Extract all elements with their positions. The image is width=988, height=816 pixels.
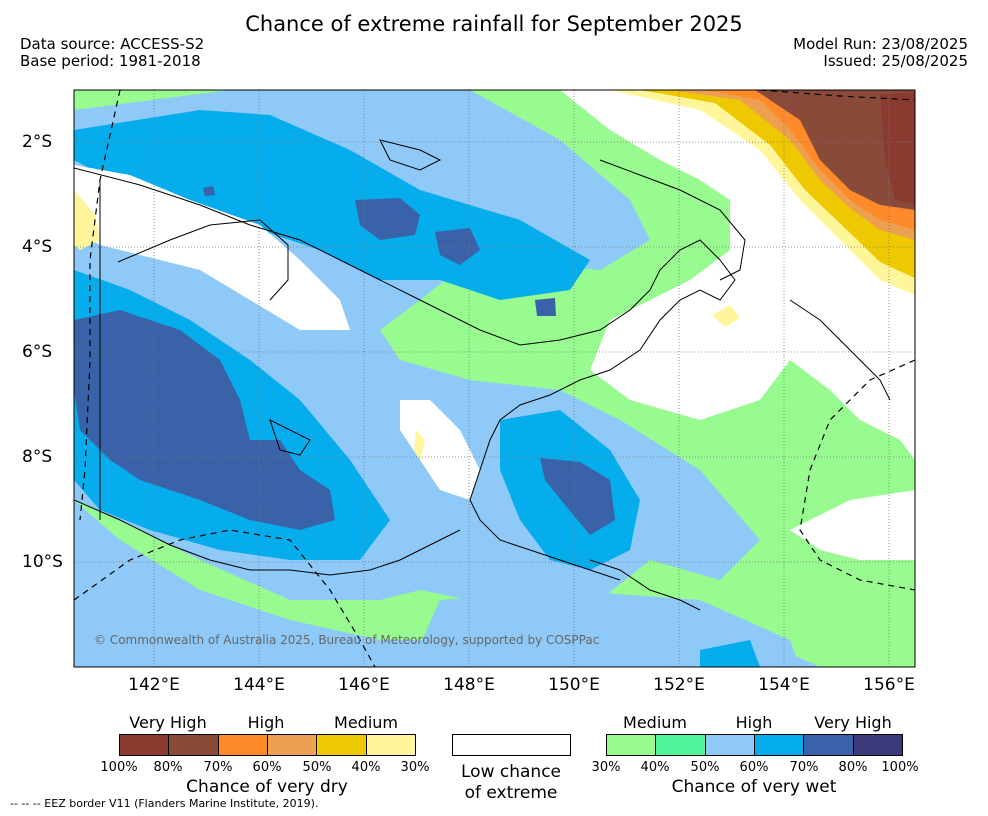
dry-colorbar bbox=[119, 734, 416, 756]
wet-legend-title: Chance of very wet bbox=[671, 777, 837, 797]
wet-tick: 40% bbox=[640, 760, 670, 775]
dry-very-high-label: Very High bbox=[129, 713, 207, 732]
lat-label-6s: 6°S bbox=[22, 342, 53, 362]
copyright-credit: © Commonwealth of Australia 2025, Bureau… bbox=[94, 633, 600, 647]
dry-tick: 40% bbox=[351, 760, 381, 775]
wet-tick: 30% bbox=[591, 760, 621, 775]
dry-color-cell bbox=[218, 735, 268, 755]
wet-color-cell bbox=[656, 735, 706, 755]
data-source: Data source: ACCESS-S2 bbox=[20, 35, 205, 53]
dry-color-cell bbox=[267, 735, 318, 755]
lat-label-4s: 4°S bbox=[22, 237, 53, 257]
dry-color-cell bbox=[317, 735, 367, 755]
dry-color-cell bbox=[169, 735, 219, 755]
model-run: Model Run: 23/08/2025 bbox=[793, 35, 968, 53]
dry-tick: 80% bbox=[153, 760, 183, 775]
wet-color-cell bbox=[607, 735, 657, 755]
low-chance-line2: of extreme bbox=[464, 783, 558, 803]
lat-label-2s: 2°S bbox=[22, 132, 53, 152]
base-period: Base period: 1981-2018 bbox=[20, 52, 201, 70]
wet-tick: 100% bbox=[881, 760, 919, 775]
data-info: Data source: ACCESS-S2 Base period: 1981… bbox=[20, 36, 204, 70]
lat-label-8s: 8°S bbox=[22, 447, 53, 467]
dry-tick: 60% bbox=[252, 760, 282, 775]
map-frame bbox=[73, 89, 916, 668]
lon-label-150: 150°E bbox=[548, 675, 600, 695]
dry-legend-title: Chance of very dry bbox=[186, 777, 348, 797]
wet-high-label: High bbox=[735, 713, 773, 732]
wet-colorbar bbox=[606, 734, 903, 756]
model-info: Model Run: 23/08/2025 Issued: 25/08/2025 bbox=[793, 36, 968, 70]
wet-color-cell bbox=[804, 735, 854, 755]
issued-date: Issued: 25/08/2025 bbox=[823, 52, 968, 70]
dry-tick: 100% bbox=[100, 760, 138, 775]
low-chance-label: Low chance of extreme bbox=[461, 762, 561, 804]
wet-tick: 50% bbox=[690, 760, 720, 775]
lon-label-152: 152°E bbox=[653, 675, 705, 695]
rainfall-probability-fill bbox=[74, 90, 915, 667]
lon-label-148: 148°E bbox=[443, 675, 495, 695]
lat-label-10s: 10°S bbox=[22, 552, 63, 572]
dry-color-cell bbox=[120, 735, 170, 755]
dry-tick: 30% bbox=[400, 760, 430, 775]
lon-label-154: 154°E bbox=[758, 675, 810, 695]
wet-color-cell bbox=[853, 735, 902, 755]
coastlines bbox=[74, 139, 891, 611]
dry-high-label: High bbox=[247, 713, 285, 732]
dry-color-cell bbox=[366, 735, 415, 755]
wet-medium-label: Medium bbox=[623, 713, 687, 732]
low-chance-swatch bbox=[452, 734, 571, 756]
wet-tick: 70% bbox=[789, 760, 819, 775]
lon-label-142: 142°E bbox=[128, 675, 180, 695]
wet-very-high-label: Very High bbox=[814, 713, 892, 732]
lon-label-146: 146°E bbox=[338, 675, 390, 695]
wet-tick: 80% bbox=[838, 760, 868, 775]
eez-border-note: -- -- -- EEZ border V11 (Flanders Marine… bbox=[10, 797, 319, 810]
dry-tick: 70% bbox=[203, 760, 233, 775]
dry-medium-label: Medium bbox=[334, 713, 398, 732]
wet-color-cell bbox=[754, 735, 805, 755]
dry-tick: 50% bbox=[302, 760, 332, 775]
map-title: Chance of extreme rainfall for September… bbox=[245, 12, 743, 36]
low-chance-line1: Low chance bbox=[461, 762, 561, 782]
lon-label-144: 144°E bbox=[233, 675, 285, 695]
wet-tick: 60% bbox=[739, 760, 769, 775]
lon-label-156: 156°E bbox=[863, 675, 915, 695]
wet-color-cell bbox=[705, 735, 755, 755]
eez-borders bbox=[74, 90, 915, 667]
